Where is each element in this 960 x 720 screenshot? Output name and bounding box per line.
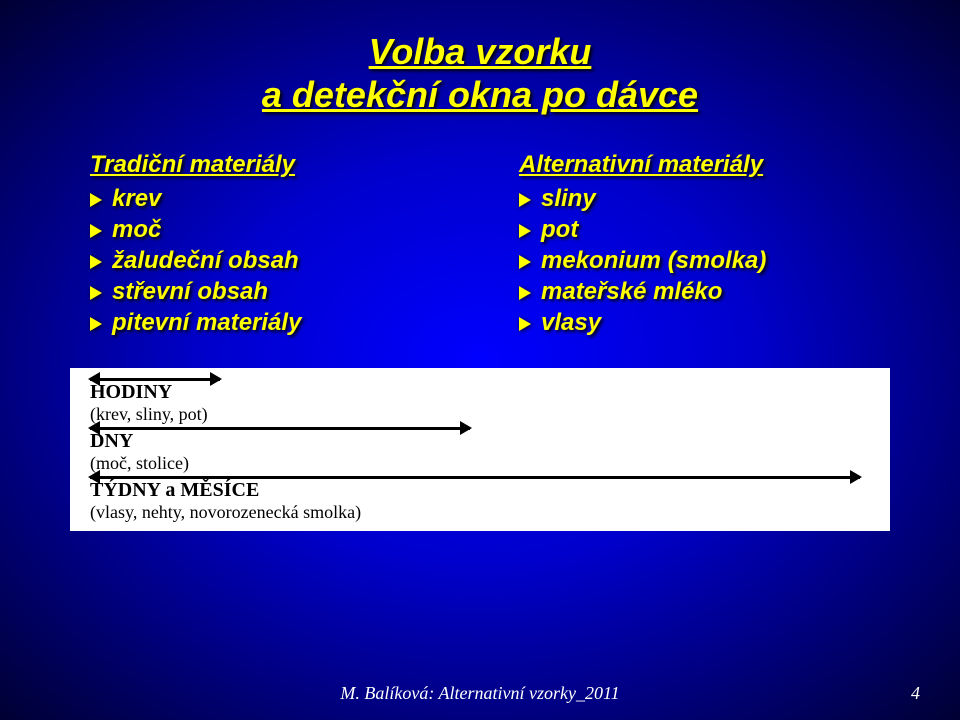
arrow-bar-icon — [90, 378, 220, 381]
time-diagram: HODINY (krev, sliny, pot) DNY (moč, stol… — [70, 368, 890, 531]
item-text: vlasy — [541, 309, 601, 337]
bullet-icon — [90, 317, 102, 331]
list-item: mekonium (smolka) — [519, 247, 870, 275]
list-item: střevní obsah — [90, 278, 441, 306]
list-item: mateřské mléko — [519, 278, 870, 306]
item-text: sliny — [541, 185, 596, 213]
diagram-sub: (vlasy, nehty, novorozenecká smolka) — [90, 502, 870, 523]
bullet-icon — [90, 255, 102, 269]
bullet-icon — [519, 286, 531, 300]
diagram-row: DNY (moč, stolice) — [90, 427, 870, 474]
left-column: Tradiční materiály krev moč žaludeční ob… — [90, 151, 441, 340]
list-item: moč — [90, 216, 441, 244]
list-item: krev — [90, 185, 441, 213]
title-line-1: Volba vzorku — [0, 30, 960, 73]
diagram-sub: (krev, sliny, pot) — [90, 404, 870, 425]
footer: M. Balíková: Alternativní vzorky_2011 4 — [0, 683, 960, 704]
diagram-sub: (moč, stolice) — [90, 453, 870, 474]
bullet-icon — [90, 286, 102, 300]
right-column: Alternativní materiály sliny pot mekoniu… — [519, 151, 870, 340]
item-text: střevní obsah — [112, 278, 268, 306]
item-text: mateřské mléko — [541, 278, 722, 306]
footer-text: M. Balíková: Alternativní vzorky_2011 — [340, 683, 619, 704]
diagram-row: HODINY (krev, sliny, pot) — [90, 378, 870, 425]
diagram-label: DNY — [90, 430, 870, 453]
diagram-label: TÝDNY a MĚSÍCE — [90, 479, 870, 502]
list-item: žaludeční obsah — [90, 247, 441, 275]
item-text: krev — [112, 185, 161, 213]
arrow-bar-icon — [90, 427, 470, 430]
bullet-icon — [519, 255, 531, 269]
item-text: pot — [541, 216, 578, 244]
item-text: mekonium (smolka) — [541, 247, 766, 275]
bullet-icon — [519, 224, 531, 238]
bullet-icon — [90, 193, 102, 207]
item-text: pitevní materiály — [112, 309, 301, 337]
right-header: Alternativní materiály — [519, 151, 870, 179]
left-header: Tradiční materiály — [90, 151, 441, 179]
bullet-icon — [519, 317, 531, 331]
slide-title: Volba vzorku a detekční okna po dávce — [0, 0, 960, 131]
diagram-label: HODINY — [90, 381, 870, 404]
bullet-icon — [90, 224, 102, 238]
title-line-2: a detekční okna po dávce — [0, 73, 960, 116]
item-text: žaludeční obsah — [112, 247, 299, 275]
arrow-bar-icon — [90, 476, 860, 479]
columns-wrapper: Tradiční materiály krev moč žaludeční ob… — [0, 131, 960, 340]
item-text: moč — [112, 216, 161, 244]
list-item: pitevní materiály — [90, 309, 441, 337]
list-item: sliny — [519, 185, 870, 213]
page-number: 4 — [911, 683, 920, 704]
diagram-row: TÝDNY a MĚSÍCE (vlasy, nehty, novorozene… — [90, 476, 870, 523]
bullet-icon — [519, 193, 531, 207]
list-item: vlasy — [519, 309, 870, 337]
list-item: pot — [519, 216, 870, 244]
